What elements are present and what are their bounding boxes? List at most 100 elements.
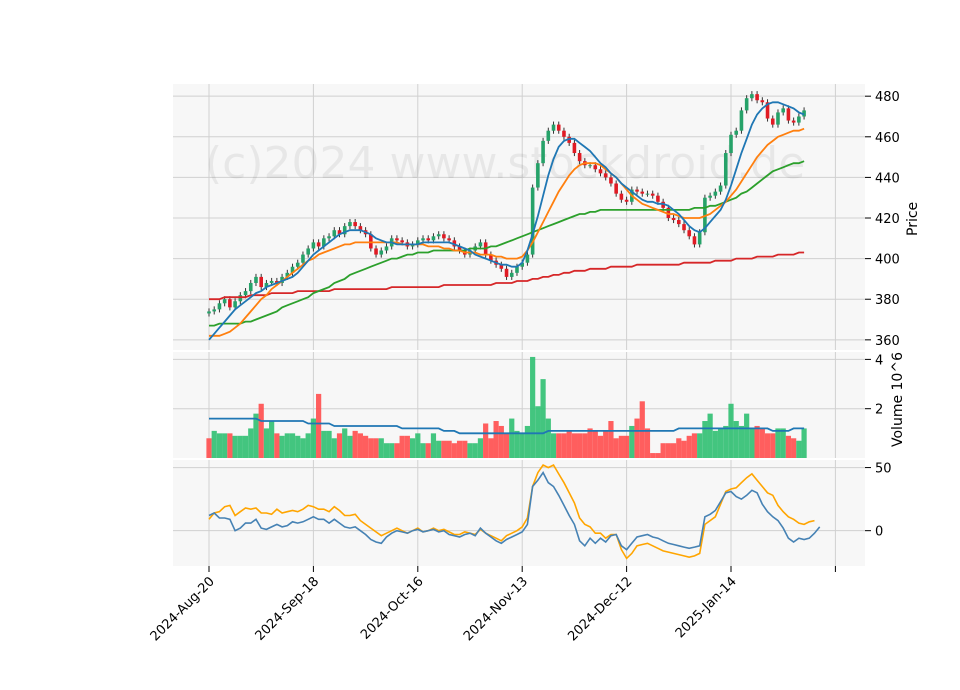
volume-bar <box>603 430 609 458</box>
candle-body <box>254 276 258 283</box>
volume-bar <box>728 403 734 458</box>
oscillator-tick-label: 0 <box>875 525 883 540</box>
volume-bar <box>305 433 311 458</box>
volume-bar <box>493 421 499 458</box>
candle-body <box>447 238 451 241</box>
candle-body <box>739 110 744 131</box>
volume-tick-label: 4 <box>875 353 883 368</box>
candle-body <box>572 142 577 154</box>
candle-body <box>536 163 540 188</box>
price-series <box>207 91 806 341</box>
candle-body <box>750 94 754 99</box>
candle-body <box>499 264 504 269</box>
price-axis-title: Price <box>905 202 921 236</box>
volume-bar <box>524 425 531 458</box>
candle-body <box>217 303 222 310</box>
volume-bar <box>791 438 797 458</box>
volume-bar <box>378 438 384 458</box>
volume-bar <box>629 425 635 458</box>
candle-body <box>520 262 524 267</box>
candle-body <box>541 140 545 164</box>
candle-body <box>358 226 363 231</box>
candle-body <box>609 177 613 184</box>
volume-bar <box>326 430 332 458</box>
volume-bar <box>368 438 374 458</box>
candle-body <box>729 134 733 154</box>
candle-body <box>295 262 300 267</box>
volume-bar <box>764 433 771 458</box>
volume-bar <box>535 406 541 458</box>
volume-bar <box>686 435 692 458</box>
volume-bar <box>300 438 306 458</box>
candle-body <box>562 130 566 137</box>
candle-body <box>436 234 441 237</box>
candle-body <box>301 254 305 263</box>
candle-body <box>734 130 739 135</box>
volume-bar <box>436 440 442 458</box>
candle-body <box>327 236 331 239</box>
candle-body <box>614 183 618 194</box>
volume-bar <box>222 433 228 458</box>
volume-bar <box>665 443 671 458</box>
volume-bar <box>670 443 677 458</box>
volume-bar <box>702 421 708 458</box>
oscillator-line-1 <box>208 471 821 551</box>
candle-body <box>671 218 676 221</box>
volume-bar <box>571 433 577 458</box>
volume-bar <box>253 413 259 458</box>
volume-bar <box>775 428 781 458</box>
volume-bar <box>456 440 463 458</box>
volume-bar <box>383 443 390 458</box>
candle-body <box>661 201 665 208</box>
volume-bar <box>248 428 254 458</box>
volume-bar <box>342 428 348 458</box>
candle-body <box>718 185 723 192</box>
volume-bar <box>242 435 249 458</box>
volume-bar <box>749 428 755 458</box>
volume-bar <box>409 438 416 458</box>
oscillator-panel <box>173 460 865 566</box>
volume-bar <box>712 430 718 458</box>
candle-body <box>348 222 352 227</box>
volume-tick-label: 2 <box>875 403 883 418</box>
volume-bar <box>472 443 478 458</box>
candle-body <box>316 242 321 247</box>
volume-bar <box>258 403 264 458</box>
candle-body <box>713 191 718 196</box>
candle-body <box>442 234 446 239</box>
volume-bar <box>754 425 760 458</box>
candle-body <box>781 108 785 113</box>
oscillator-line-2 <box>208 463 815 560</box>
ma-short-line <box>208 101 805 341</box>
volume-bar <box>425 443 431 458</box>
candle-body <box>624 199 629 202</box>
candle-body <box>416 240 420 245</box>
candle-body <box>687 230 692 237</box>
candle-body <box>332 230 337 237</box>
oscillator-series <box>208 463 821 560</box>
candle-body <box>530 187 535 255</box>
volume-bar <box>488 438 494 458</box>
volume-bar <box>744 413 750 458</box>
candle-body <box>551 124 556 131</box>
candle-body <box>259 276 263 288</box>
volume-bar <box>394 443 400 458</box>
volume-bar <box>650 453 656 458</box>
candle-body <box>285 272 290 277</box>
candle-body <box>744 98 749 111</box>
volume-bar <box>211 430 217 458</box>
candle-body <box>635 189 639 192</box>
price-tick-label: 380 <box>875 293 900 308</box>
volume-bar <box>279 435 285 458</box>
volume-bar <box>509 418 515 458</box>
volume-bar <box>540 379 546 458</box>
watermark: (c)2024 www.stockdroid.de <box>205 138 805 189</box>
volume-bar <box>498 425 504 458</box>
volume-bar <box>770 433 776 458</box>
candle-body <box>322 238 326 247</box>
volume-bar <box>316 393 322 458</box>
volume-bar <box>785 435 792 458</box>
volume-bar <box>801 428 807 458</box>
candle-body <box>708 195 712 198</box>
volume-bar <box>321 430 327 458</box>
